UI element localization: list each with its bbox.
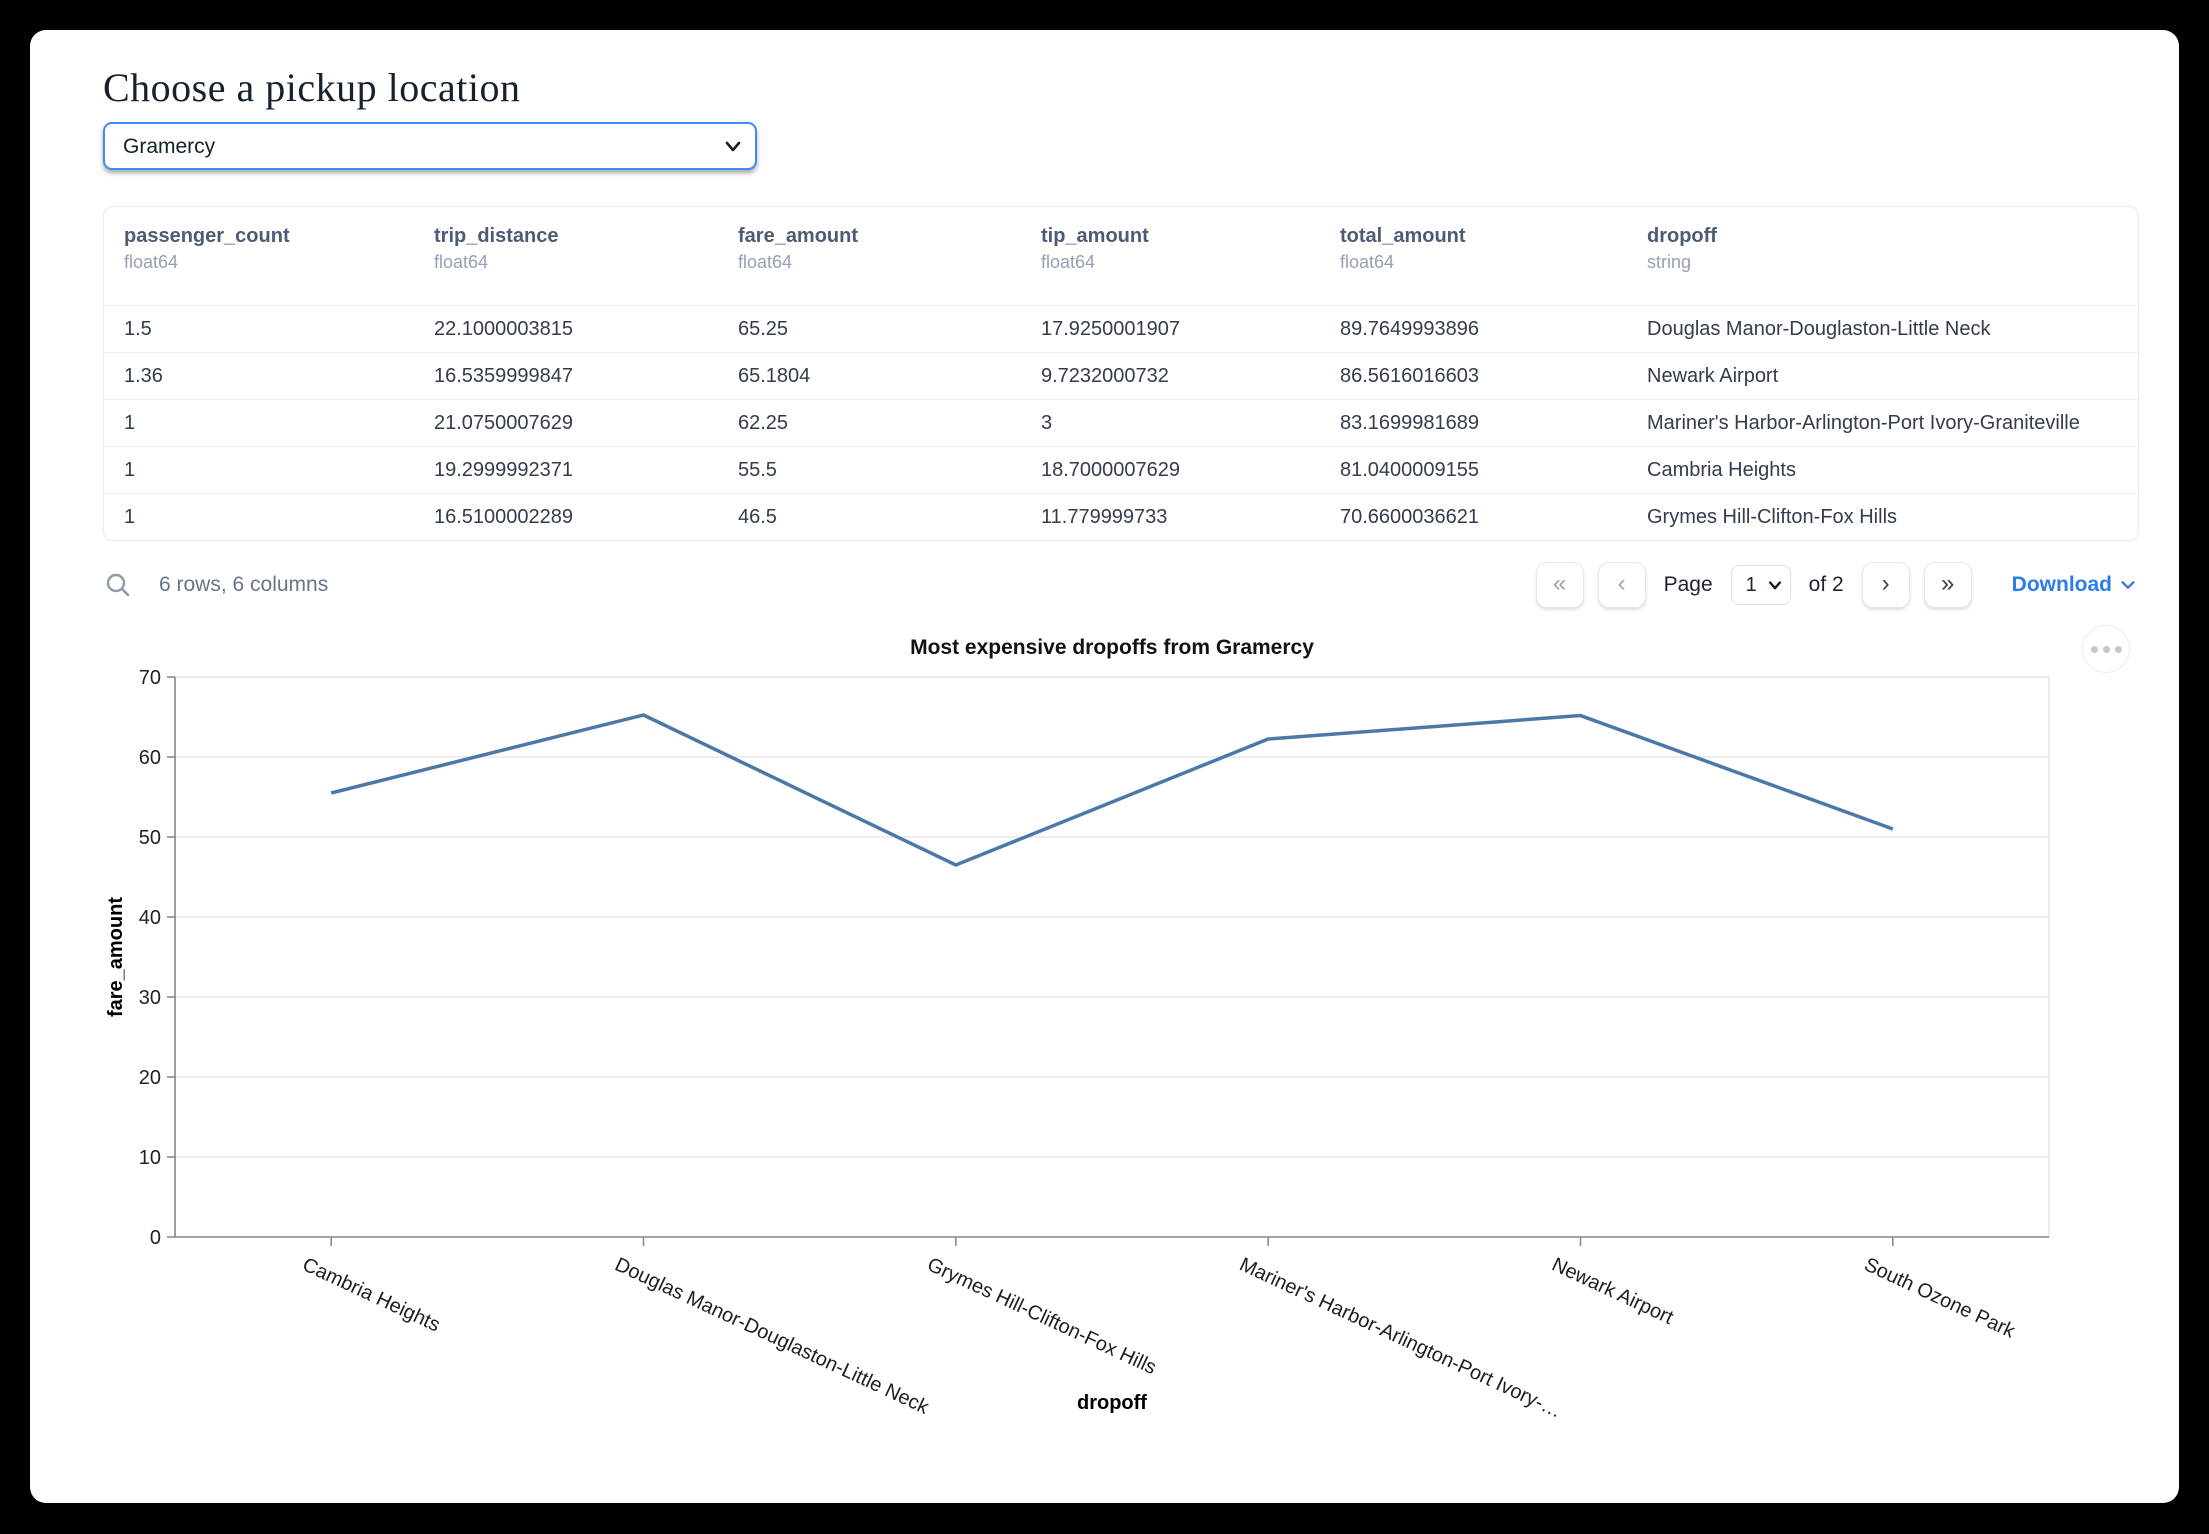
table-footer: 6 rows, 6 columns « ‹ Page 1 of 2 › » Do… bbox=[103, 554, 2137, 616]
x-tick-label: Newark Airport bbox=[1548, 1254, 1677, 1330]
table-cell: 16.5359999847 bbox=[434, 364, 574, 387]
y-tick-label: 10 bbox=[139, 1147, 161, 1169]
page-count-label: of 2 bbox=[1808, 573, 1844, 596]
table-cell: 18.7000007629 bbox=[1041, 458, 1181, 481]
table-row: 1 19.2999992371 55.5 18.7000007629 81.040000… bbox=[104, 446, 2138, 493]
x-tick-label: Mariner's Harbor-Arlington-Port Ivory-… bbox=[1236, 1254, 1565, 1423]
table-cell: 1.5 bbox=[124, 317, 152, 340]
table-cell: 81.0400009155 bbox=[1340, 458, 1480, 481]
row-column-summary: 6 rows, 6 columns bbox=[159, 573, 329, 596]
table-row: 1.5 22.1000003815 65.25 17.9250001907 89.764… bbox=[104, 305, 2138, 352]
table-cell: 19.2999992371 bbox=[434, 458, 574, 481]
table-cell: 11.779999733 bbox=[1041, 505, 1168, 528]
table-row: 1 21.0750007629 62.25 3 83.1699981689 Mariner… bbox=[104, 399, 2138, 446]
table-cell: 83.1699981689 bbox=[1340, 411, 1480, 434]
table-cell: 1 bbox=[124, 411, 136, 434]
table-body: 1.5 22.1000003815 65.25 17.9250001907 89.764… bbox=[104, 305, 2138, 540]
first-page-icon: « bbox=[1552, 570, 1567, 597]
page-label: Page bbox=[1663, 573, 1713, 596]
y-tick-label: 20 bbox=[139, 1067, 161, 1089]
table-row: 1 16.5100002289 46.5 11.779999733 70.6600036… bbox=[104, 493, 2138, 540]
table-cell: 65.1804 bbox=[738, 364, 811, 387]
y-tick-label: 60 bbox=[139, 747, 161, 769]
table-cell: Mariner's Harbor-Arlington-Port Ivory-Gr… bbox=[1647, 411, 2080, 434]
table-cell: Newark Airport bbox=[1647, 364, 1779, 387]
download-button[interactable]: Download bbox=[2012, 573, 2137, 597]
table-cell: 16.5100002289 bbox=[434, 505, 574, 528]
ellipsis-icon bbox=[2090, 645, 2122, 653]
table-cell: Cambria Heights bbox=[1647, 458, 1796, 481]
app-card: Choose a pickup location Gramercy passen… bbox=[30, 30, 2179, 1503]
x-tick-label: South Ozone Park bbox=[1861, 1254, 2019, 1343]
table-cell: 3 bbox=[1041, 411, 1053, 434]
x-tick-label: Cambria Heights bbox=[299, 1254, 443, 1337]
page-number-field: 1 bbox=[1730, 565, 1791, 605]
column-name: fare_amount bbox=[738, 225, 859, 247]
pickup-location-field: Gramercy bbox=[103, 122, 757, 170]
column-header-passenger_count[interactable]: passenger_count float64 bbox=[124, 207, 434, 273]
x-tick-label: Douglas Manor-Douglaston-Little Neck bbox=[611, 1254, 933, 1420]
column-type: float64 bbox=[1340, 252, 1395, 272]
page-number-select[interactable]: 1 bbox=[1730, 565, 1791, 605]
table-cell: 65.25 bbox=[738, 317, 789, 340]
x-tick-label: Grymes Hill-Clifton-Fox Hills bbox=[924, 1254, 1160, 1380]
column-type: float64 bbox=[1041, 252, 1096, 272]
page-title: Choose a pickup location bbox=[103, 65, 521, 110]
download-label: Download bbox=[2011, 573, 2112, 596]
line-series bbox=[330, 713, 1894, 867]
table-cell: 70.6600036621 bbox=[1340, 505, 1480, 528]
column-name: dropoff bbox=[1647, 225, 1717, 247]
table-cell: 21.0750007629 bbox=[434, 411, 574, 434]
table-cell: 1 bbox=[124, 505, 136, 528]
column-header-trip_distance[interactable]: trip_distance float64 bbox=[434, 207, 738, 273]
y-tick-label: 30 bbox=[139, 987, 161, 1009]
last-page-button[interactable]: » bbox=[1923, 562, 1972, 608]
column-header-dropoff[interactable]: dropoff string bbox=[1647, 207, 2138, 273]
table-cell: 55.5 bbox=[738, 458, 777, 481]
table-cell: 46.5 bbox=[738, 505, 777, 528]
table-cell: 1 bbox=[124, 458, 136, 481]
table-cell: 17.9250001907 bbox=[1041, 317, 1181, 340]
table-cell: 9.7232000732 bbox=[1041, 364, 1169, 387]
chart-title: Most expensive dropoffs from Gramercy bbox=[910, 636, 1314, 659]
first-page-button[interactable]: « bbox=[1535, 562, 1584, 608]
y-axis-title: fare_amount bbox=[105, 897, 127, 1017]
chart-options-button[interactable] bbox=[2082, 625, 2130, 673]
pickup-location-select[interactable]: Gramercy bbox=[103, 122, 757, 170]
column-type: string bbox=[1647, 252, 1692, 272]
table-cell: Grymes Hill-Clifton-Fox Hills bbox=[1647, 505, 1898, 528]
prev-page-button[interactable]: ‹ bbox=[1597, 562, 1646, 608]
line-chart: 0 10 20 30 40 50 60 70 Cambria Heights Douglas Ma… bbox=[105, 667, 2050, 1423]
table-cell: 1.36 bbox=[124, 364, 163, 387]
column-header-total_amount[interactable]: total_amount float64 bbox=[1340, 207, 1647, 273]
column-name: trip_distance bbox=[434, 225, 559, 247]
column-type: float64 bbox=[738, 252, 793, 272]
table-cell: 22.1000003815 bbox=[434, 317, 574, 340]
last-page-icon: » bbox=[1940, 570, 1955, 597]
column-header-fare_amount[interactable]: fare_amount float64 bbox=[738, 207, 1041, 273]
column-name: passenger_count bbox=[124, 225, 290, 247]
table-row: 1.36 16.5359999847 65.1804 9.7232000732 86.5… bbox=[104, 352, 2138, 399]
column-type: float64 bbox=[434, 252, 489, 272]
table-cell: 62.25 bbox=[738, 411, 789, 434]
y-tick-label: 70 bbox=[139, 667, 161, 689]
column-name: total_amount bbox=[1340, 225, 1466, 247]
next-page-button[interactable]: › bbox=[1861, 562, 1910, 608]
table-cell: Douglas Manor-Douglaston-Little Neck bbox=[1647, 317, 1991, 340]
next-page-icon: › bbox=[1881, 570, 1890, 597]
y-tick-label: 0 bbox=[150, 1227, 161, 1249]
column-name: tip_amount bbox=[1041, 225, 1149, 247]
x-axis-title: dropoff bbox=[1077, 1392, 1147, 1414]
prev-page-icon: ‹ bbox=[1617, 570, 1626, 597]
search-icon[interactable] bbox=[103, 570, 133, 600]
table-cell: 86.5616016603 bbox=[1340, 364, 1480, 387]
y-tick-label: 50 bbox=[139, 827, 161, 849]
y-tick-label: 40 bbox=[139, 907, 161, 929]
column-type: float64 bbox=[124, 252, 179, 272]
column-header-tip_amount[interactable]: tip_amount float64 bbox=[1041, 207, 1340, 273]
chevron-down-icon bbox=[2121, 581, 2135, 589]
table-cell: 89.7649993896 bbox=[1340, 317, 1480, 340]
